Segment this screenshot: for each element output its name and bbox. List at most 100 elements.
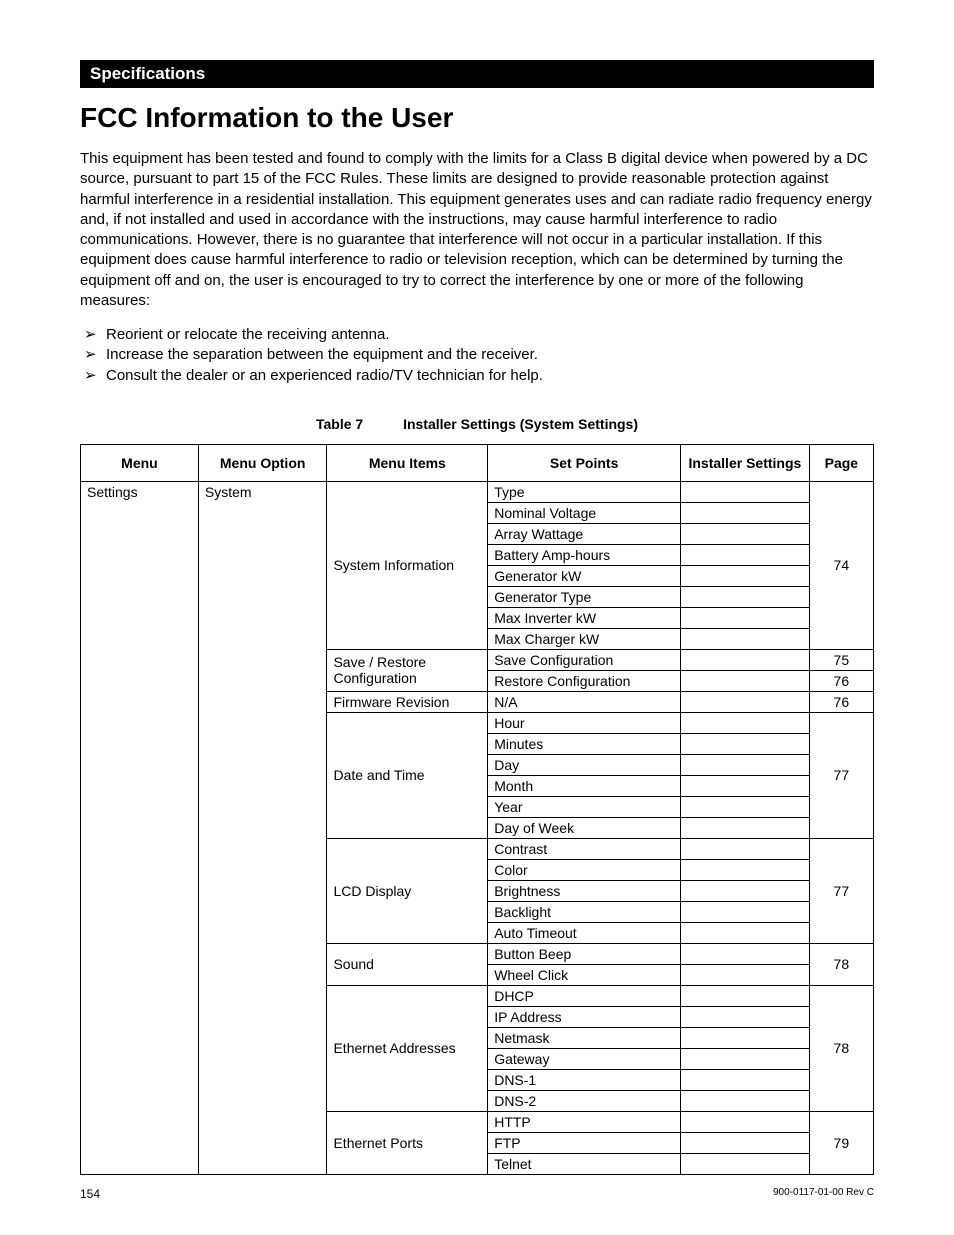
cell-installer-setting <box>681 544 810 565</box>
cell-page: 76 <box>809 691 873 712</box>
cell-installer-setting <box>681 901 810 922</box>
cell-menu-item: Date and Time <box>327 712 488 838</box>
cell-menu-item: System Information <box>327 481 488 649</box>
section-header: Specifications <box>80 60 874 88</box>
cell-installer-setting <box>681 754 810 775</box>
cell-installer-setting <box>681 1027 810 1048</box>
cell-setpoint: DNS-2 <box>488 1090 681 1111</box>
cell-installer-setting <box>681 1006 810 1027</box>
page-title: FCC Information to the User <box>80 102 874 134</box>
cell-installer-setting <box>681 922 810 943</box>
cell-installer-setting <box>681 502 810 523</box>
page-number: 154 <box>80 1187 100 1201</box>
cell-setpoint: Restore Configuration <box>488 670 681 691</box>
cell-setpoint: Day of Week <box>488 817 681 838</box>
document-page: Specifications FCC Information to the Us… <box>0 0 954 1231</box>
cell-page: 79 <box>809 1111 873 1174</box>
cell-setpoint: Max Charger kW <box>488 628 681 649</box>
cell-setpoint: Brightness <box>488 880 681 901</box>
cell-installer-setting <box>681 838 810 859</box>
cell-installer-setting <box>681 1153 810 1174</box>
cell-setpoint: DHCP <box>488 985 681 1006</box>
cell-page: 77 <box>809 838 873 943</box>
cell-installer-setting <box>681 481 810 502</box>
cell-setpoint: Day <box>488 754 681 775</box>
cell-setpoint: Backlight <box>488 901 681 922</box>
settings-table: Menu Menu Option Menu Items Set Points I… <box>80 444 874 1175</box>
cell-menu-item: Ethernet Ports <box>327 1111 488 1174</box>
bullet-item: Increase the separation between the equi… <box>80 345 874 365</box>
bullet-item: Reorient or relocate the receiving anten… <box>80 325 874 345</box>
th-installer-settings: Installer Settings <box>681 444 810 481</box>
cell-setpoint: IP Address <box>488 1006 681 1027</box>
cell-installer-setting <box>681 943 810 964</box>
cell-setpoint: Color <box>488 859 681 880</box>
cell-setpoint: Max Inverter kW <box>488 607 681 628</box>
cell-installer-setting <box>681 712 810 733</box>
cell-installer-setting <box>681 796 810 817</box>
cell-setpoint: Gateway <box>488 1048 681 1069</box>
cell-page: 75 <box>809 649 873 670</box>
cell-installer-setting <box>681 670 810 691</box>
cell-installer-setting <box>681 628 810 649</box>
cell-installer-setting <box>681 691 810 712</box>
table-caption-label: Table 7 <box>316 416 363 432</box>
cell-setpoint: Contrast <box>488 838 681 859</box>
cell-installer-setting <box>681 565 810 586</box>
cell-setpoint: Telnet <box>488 1153 681 1174</box>
cell-installer-setting <box>681 649 810 670</box>
cell-installer-setting <box>681 817 810 838</box>
cell-installer-setting <box>681 1048 810 1069</box>
cell-setpoint: N/A <box>488 691 681 712</box>
bullet-list: Reorient or relocate the receiving anten… <box>80 325 874 386</box>
cell-installer-setting <box>681 859 810 880</box>
cell-menu-item: Save / Restore Configuration <box>327 649 488 691</box>
cell-setpoint: Hour <box>488 712 681 733</box>
cell-setpoint: Battery Amp-hours <box>488 544 681 565</box>
cell-installer-setting <box>681 1132 810 1153</box>
cell-menu-item: Ethernet Addresses <box>327 985 488 1111</box>
cell-page: 74 <box>809 481 873 649</box>
cell-installer-setting <box>681 1090 810 1111</box>
cell-menu-option: System <box>198 481 327 1174</box>
th-set-points: Set Points <box>488 444 681 481</box>
cell-setpoint: Year <box>488 796 681 817</box>
cell-setpoint: Month <box>488 775 681 796</box>
cell-installer-setting <box>681 1069 810 1090</box>
cell-setpoint: Generator Type <box>488 586 681 607</box>
th-menu: Menu <box>81 444 199 481</box>
cell-setpoint: HTTP <box>488 1111 681 1132</box>
cell-installer-setting <box>681 775 810 796</box>
cell-installer-setting <box>681 733 810 754</box>
cell-setpoint: DNS-1 <box>488 1069 681 1090</box>
cell-setpoint: Button Beep <box>488 943 681 964</box>
intro-paragraph: This equipment has been tested and found… <box>80 149 874 311</box>
th-menu-items: Menu Items <box>327 444 488 481</box>
cell-installer-setting <box>681 985 810 1006</box>
cell-installer-setting <box>681 880 810 901</box>
cell-installer-setting <box>681 1111 810 1132</box>
cell-setpoint: FTP <box>488 1132 681 1153</box>
table-header-row: Menu Menu Option Menu Items Set Points I… <box>81 444 874 481</box>
cell-installer-setting <box>681 607 810 628</box>
cell-setpoint: Type <box>488 481 681 502</box>
cell-menu-item: Sound <box>327 943 488 985</box>
cell-installer-setting <box>681 586 810 607</box>
revision-code: 900-0117-01-00 Rev C <box>773 1187 874 1201</box>
cell-menu: Settings <box>81 481 199 1174</box>
cell-setpoint: Netmask <box>488 1027 681 1048</box>
cell-setpoint: Generator kW <box>488 565 681 586</box>
cell-menu-item: Firmware Revision <box>327 691 488 712</box>
th-menu-option: Menu Option <box>198 444 327 481</box>
cell-setpoint: Minutes <box>488 733 681 754</box>
table-caption-title: Installer Settings (System Settings) <box>403 416 638 432</box>
cell-page: 76 <box>809 670 873 691</box>
cell-menu-item: LCD Display <box>327 838 488 943</box>
cell-installer-setting <box>681 523 810 544</box>
th-page: Page <box>809 444 873 481</box>
cell-setpoint: Save Configuration <box>488 649 681 670</box>
cell-setpoint: Wheel Click <box>488 964 681 985</box>
cell-setpoint: Nominal Voltage <box>488 502 681 523</box>
table-caption: Table 7 Installer Settings (System Setti… <box>80 416 874 432</box>
cell-installer-setting <box>681 964 810 985</box>
